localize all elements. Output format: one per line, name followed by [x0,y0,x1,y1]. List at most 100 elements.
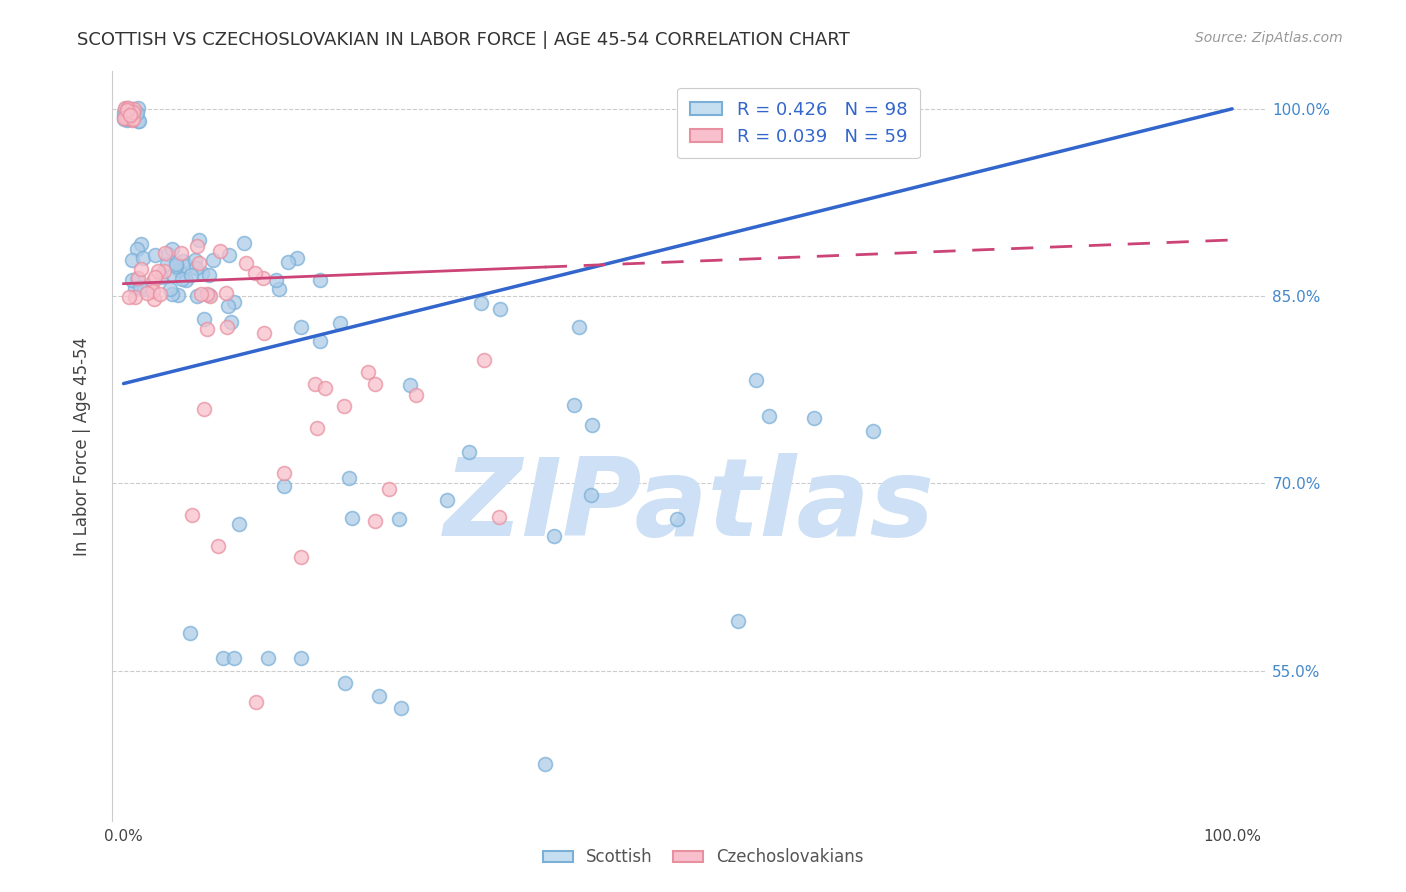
Point [273,479,295,493]
Point [200,289,222,303]
Point [115,102,138,116]
Point [758,409,780,424]
Point [146,264,169,278]
Point [160,287,183,301]
Point [228,517,250,532]
Point [285,251,308,265]
Point [188,233,211,247]
Point [665,512,688,526]
Point [117,106,139,120]
Point [125,105,148,120]
Point [127,242,149,256]
Point [115,106,138,120]
Point [117,101,139,115]
Point [212,651,235,665]
Point [436,493,458,508]
Point [190,287,212,301]
Point [142,274,165,288]
Point [277,255,299,269]
Point [122,104,145,119]
Point [457,444,479,458]
Point [122,102,145,116]
Point [329,316,352,330]
Point [562,398,585,412]
Point [488,509,510,524]
Point [193,311,215,326]
Point [208,244,231,259]
Point [224,294,246,309]
Point [120,106,142,120]
Point [367,689,389,703]
Point [120,108,142,122]
Point [389,701,412,715]
Point [170,245,193,260]
Point [309,273,332,287]
Point [179,626,201,640]
Point [135,285,157,300]
Point [405,388,427,402]
Point [470,296,492,310]
Point [117,109,139,123]
Point [543,529,565,543]
Point [217,319,239,334]
Point [124,281,146,295]
Point [308,334,330,349]
Point [579,488,602,502]
Point [129,236,152,251]
Point [122,112,145,126]
Point [581,418,603,433]
Point [337,470,360,484]
Point [117,102,139,116]
Point [727,614,749,628]
Point [127,101,149,115]
Point [128,280,150,294]
Point [165,257,187,271]
Point [197,287,219,301]
Point [568,319,591,334]
Point [142,284,165,298]
Point [157,247,180,261]
Point [183,252,205,267]
Point [186,289,208,303]
Point [165,259,187,273]
Point [252,270,274,285]
Point [167,287,190,301]
Point [167,263,190,277]
Text: SCOTTISH VS CZECHOSLOVAKIAN IN LABOR FORCE | AGE 45-54 CORRELATION CHART: SCOTTISH VS CZECHOSLOVAKIAN IN LABOR FOR… [77,31,851,49]
Point [224,651,246,665]
Point [118,111,141,125]
Point [803,410,825,425]
Point [117,109,139,123]
Point [215,286,238,301]
Point [114,109,136,123]
Point [217,299,239,313]
Point [221,315,243,329]
Point [114,101,136,115]
Point [201,252,224,267]
Point [304,377,326,392]
Point [264,273,287,287]
Point [335,676,357,690]
Point [160,242,183,256]
Point [745,373,768,387]
Point [115,107,138,121]
Point [128,114,150,128]
Point [245,695,267,709]
Point [118,290,141,304]
Point [112,111,135,125]
Point [115,111,138,125]
Point [534,757,557,772]
Point [186,260,208,275]
Point [124,106,146,120]
Point [472,352,495,367]
Point [127,271,149,285]
Point [149,287,172,301]
Point [862,425,884,439]
Point [129,262,152,277]
Y-axis label: In Labor Force | Age 45-54: In Labor Force | Age 45-54 [73,336,91,556]
Point [273,467,295,481]
Point [342,511,364,525]
Point [121,272,143,286]
Point [233,235,256,250]
Legend: R = 0.426   N = 98, R = 0.039   N = 59: R = 0.426 N = 98, R = 0.039 N = 59 [678,88,920,158]
